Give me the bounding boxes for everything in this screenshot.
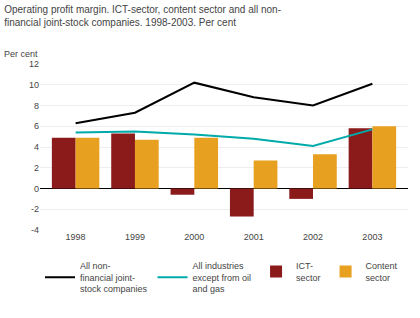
svg-text:2000: 2000: [184, 232, 204, 242]
svg-text:10: 10: [29, 80, 39, 90]
svg-text:2002: 2002: [303, 232, 323, 242]
svg-text:ICT-sector: ICT-sector: [296, 261, 321, 283]
svg-text:2003: 2003: [362, 232, 382, 242]
svg-text:-2: -2: [31, 204, 39, 214]
svg-text:0: 0: [34, 184, 39, 194]
svg-text:1998: 1998: [66, 232, 86, 242]
svg-text:All industriesexcept from oila: All industriesexcept from oiland gas: [193, 261, 252, 294]
svg-text:6: 6: [34, 121, 39, 131]
svg-text:1999: 1999: [125, 232, 145, 242]
svg-text:All non-financial joint-stock: All non-financial joint-stock companies: [80, 261, 148, 294]
svg-text:2001: 2001: [244, 232, 264, 242]
svg-text:4: 4: [34, 142, 39, 152]
svg-text:12: 12: [29, 59, 39, 69]
svg-text:Operating profit margin. ICT-s: Operating profit margin. ICT-sector, con…: [4, 4, 281, 28]
svg-text:Contentsector: Contentsector: [366, 261, 398, 283]
svg-text:Per cent: Per cent: [4, 49, 38, 59]
svg-text:2: 2: [34, 163, 39, 173]
svg-text:-4: -4: [31, 225, 39, 235]
svg-text:8: 8: [34, 101, 39, 111]
